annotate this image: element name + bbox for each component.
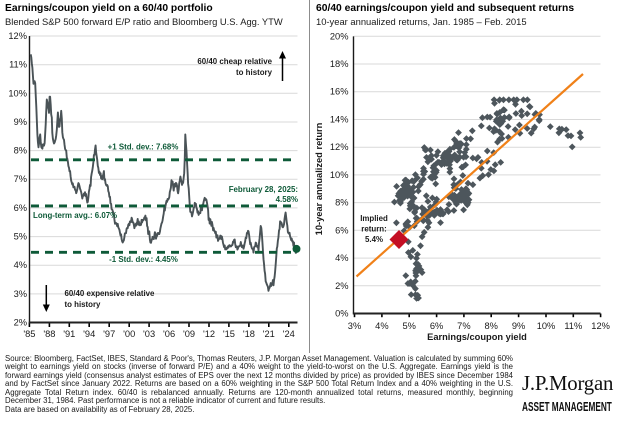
svg-text:'06: '06 xyxy=(163,329,175,339)
svg-text:5%: 5% xyxy=(402,321,415,331)
svg-text:'94: '94 xyxy=(83,329,95,339)
svg-text:8%: 8% xyxy=(335,198,348,208)
svg-text:'09: '09 xyxy=(183,329,195,339)
svg-text:2%: 2% xyxy=(14,318,27,328)
svg-text:8%: 8% xyxy=(14,146,27,156)
svg-text:0%: 0% xyxy=(335,309,348,319)
svg-text:'03: '03 xyxy=(143,329,155,339)
svg-text:20%: 20% xyxy=(330,31,349,41)
svg-text:8%: 8% xyxy=(484,321,497,331)
svg-text:4%: 4% xyxy=(335,253,348,263)
svg-text:'24: '24 xyxy=(283,329,295,339)
svg-text:11%: 11% xyxy=(564,321,582,331)
svg-text:February 28, 2025:: February 28, 2025: xyxy=(229,185,298,194)
svg-text:14%: 14% xyxy=(330,115,349,125)
svg-text:Earnings/coupon yield: Earnings/coupon yield xyxy=(427,332,527,342)
svg-text:'15: '15 xyxy=(223,329,235,339)
svg-text:10%: 10% xyxy=(8,88,27,98)
svg-text:return:: return: xyxy=(361,225,386,234)
svg-text:'88: '88 xyxy=(43,329,55,339)
svg-text:9%: 9% xyxy=(512,321,525,331)
svg-text:'12: '12 xyxy=(203,329,215,339)
svg-text:'91: '91 xyxy=(63,329,75,339)
svg-text:-1 Std. dev.: 4.45%: -1 Std. dev.: 4.45% xyxy=(109,255,178,264)
svg-text:10%: 10% xyxy=(537,321,556,331)
svg-text:6%: 6% xyxy=(335,225,348,235)
svg-text:3%: 3% xyxy=(14,289,27,299)
svg-text:2%: 2% xyxy=(335,281,348,291)
svg-text:7%: 7% xyxy=(14,174,27,184)
svg-text:7%: 7% xyxy=(457,321,470,331)
svg-text:6%: 6% xyxy=(14,203,27,213)
svg-text:18%: 18% xyxy=(330,59,349,69)
svg-text:12%: 12% xyxy=(330,142,349,152)
svg-text:'85: '85 xyxy=(23,329,35,339)
svg-text:10-year annualized return: 10-year annualized return xyxy=(314,122,324,235)
svg-text:'21: '21 xyxy=(263,329,275,339)
svg-text:4.58%: 4.58% xyxy=(276,195,298,204)
svg-text:10%: 10% xyxy=(330,170,349,180)
svg-text:4%: 4% xyxy=(375,321,388,331)
svg-text:5.4%: 5.4% xyxy=(365,235,383,244)
svg-text:+1 Std. dev.: 7.68%: +1 Std. dev.: 7.68% xyxy=(108,143,179,152)
svg-text:to history: to history xyxy=(236,68,273,77)
svg-text:9%: 9% xyxy=(14,117,27,127)
svg-text:Long-term avg.: 6.07%: Long-term avg.: 6.07% xyxy=(33,211,117,220)
svg-text:60/40 cheap relative: 60/40 cheap relative xyxy=(197,57,272,66)
svg-text:12%: 12% xyxy=(591,321,610,331)
svg-text:to history: to history xyxy=(65,300,102,309)
svg-text:60/40 expensive relative: 60/40 expensive relative xyxy=(65,289,156,298)
svg-text:4%: 4% xyxy=(14,260,27,270)
svg-text:12%: 12% xyxy=(8,31,27,41)
svg-text:6%: 6% xyxy=(430,321,443,331)
svg-text:Implied: Implied xyxy=(360,214,388,223)
svg-text:5%: 5% xyxy=(14,232,27,242)
svg-text:11%: 11% xyxy=(9,60,27,70)
svg-text:'18: '18 xyxy=(243,329,255,339)
svg-text:'97: '97 xyxy=(103,329,115,339)
svg-text:3%: 3% xyxy=(348,321,361,331)
svg-text:16%: 16% xyxy=(330,87,349,97)
svg-text:'00: '00 xyxy=(123,329,135,339)
